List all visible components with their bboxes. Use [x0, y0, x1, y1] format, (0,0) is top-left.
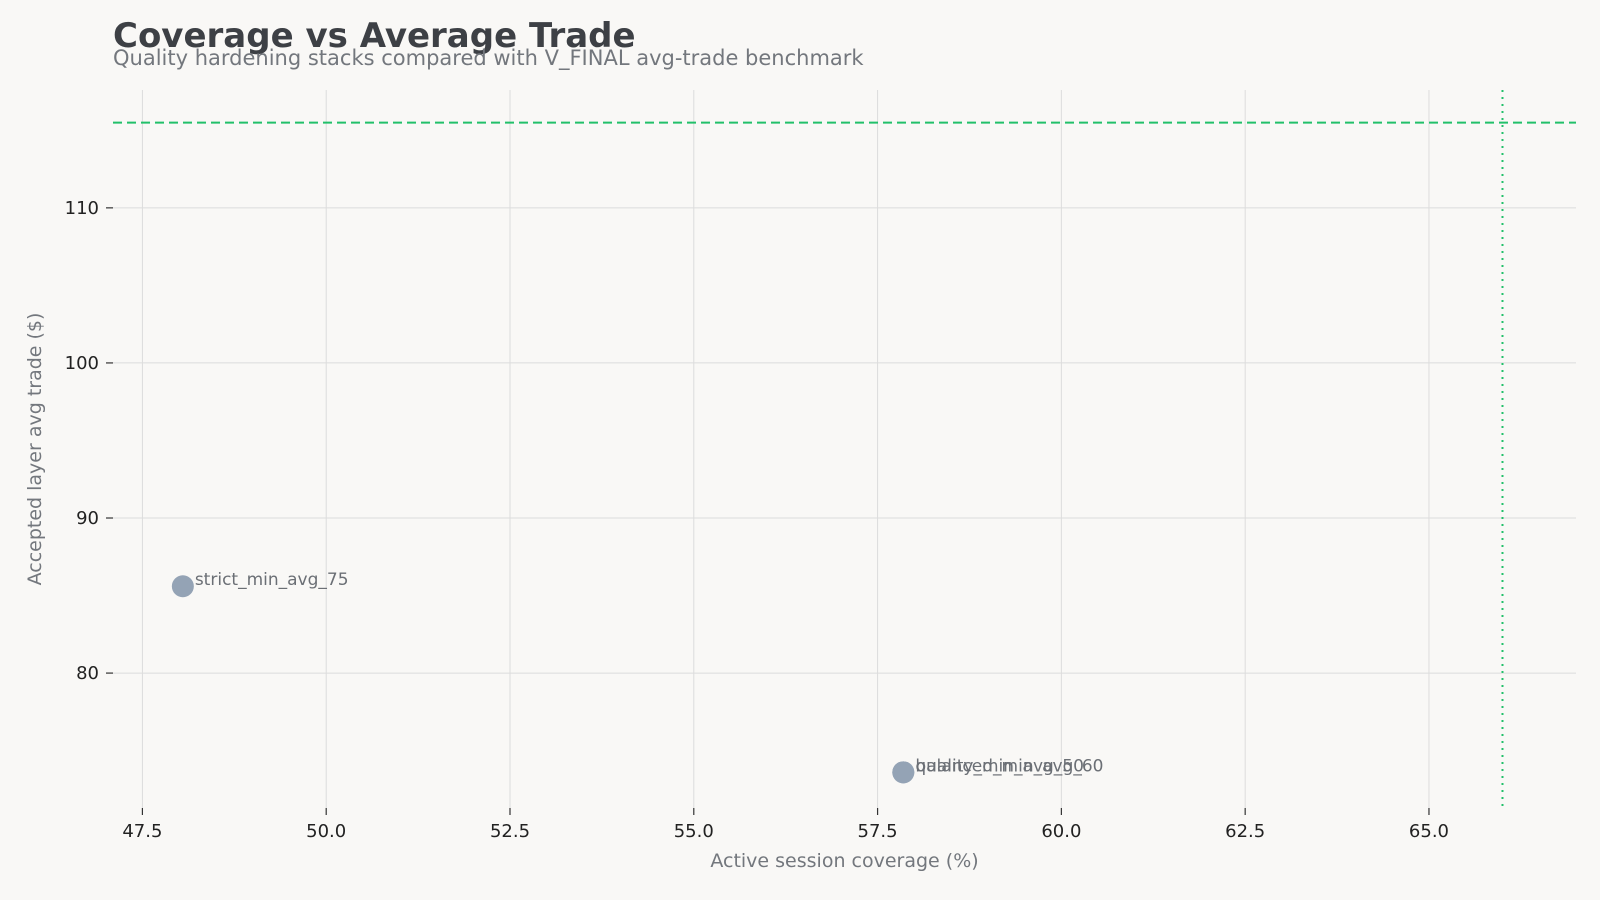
y-axis-label: Accepted layer avg trade ($): [24, 313, 46, 586]
point-label: balanced_min_avg_60: [915, 756, 1103, 776]
y-tick-label: 90: [76, 508, 99, 529]
x-tick-label: 55.0: [674, 821, 714, 842]
y-tick-label: 80: [76, 663, 99, 684]
x-tick-label: 52.5: [490, 821, 530, 842]
x-axis: 47.5 50.0 52.5 55.0 57.5 60.0 62.5 65.0: [122, 808, 1449, 842]
x-tick-label: 62.5: [1225, 821, 1265, 842]
y-tick-label: 100: [65, 353, 99, 374]
x-tick-label: 50.0: [306, 821, 346, 842]
x-tick-label: 47.5: [122, 821, 162, 842]
point-label: strict_min_avg_75: [195, 570, 349, 590]
x-tick-label: 57.5: [858, 821, 898, 842]
grid: [113, 90, 1576, 808]
scatter-point: [171, 575, 194, 598]
scatter-point: [892, 761, 915, 784]
y-tick-label: 110: [65, 198, 99, 219]
x-tick-label: 65.0: [1409, 821, 1449, 842]
point-label: quality_min_avg_50: [915, 756, 1084, 776]
x-axis-label: Active session coverage (%): [710, 850, 978, 872]
y-axis: 80 90 100 110: [65, 198, 113, 684]
chart-subtitle: Quality hardening stacks compared with V…: [113, 46, 864, 70]
data-points: strict_min_avg_75 balanced_min_avg_60qual…: [171, 570, 1104, 784]
chart-title: Coverage vs Average Trade: [113, 16, 636, 56]
reference-lines: [113, 90, 1576, 808]
x-tick-label: 60.0: [1041, 821, 1081, 842]
